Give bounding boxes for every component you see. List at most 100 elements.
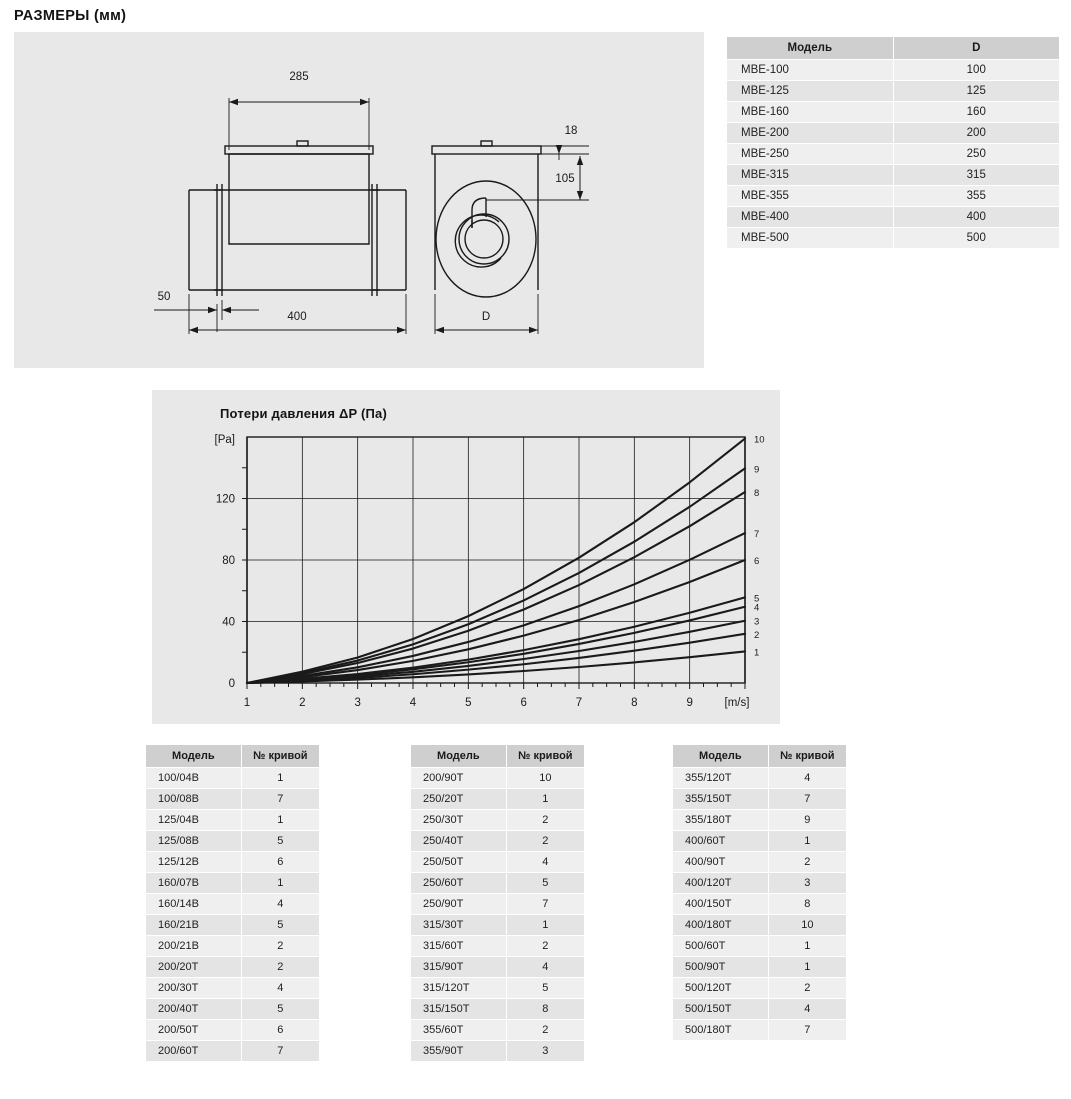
curve-cell-model: 200/40T <box>145 998 242 1020</box>
mbe-cell-model: MBE-250 <box>726 143 894 165</box>
table-row: 200/40T 5 <box>145 998 321 1020</box>
curve-cell-number: 5 <box>240 830 321 852</box>
curve-cell-model: 100/08B <box>145 788 242 810</box>
curve-cell-number: 2 <box>505 809 586 831</box>
curve-cell-model: 400/180T <box>672 914 769 936</box>
curve-cell-number: 1 <box>240 872 321 894</box>
table-row: 200/60T 7 <box>145 1040 321 1062</box>
curve-cell-model: 250/90T <box>410 893 507 915</box>
curve-cell-number: 1 <box>767 935 848 957</box>
curve-header-number: № кривой <box>240 744 321 768</box>
table-row: 200/90T 10 <box>410 767 586 789</box>
curve-cell-number: 7 <box>240 788 321 810</box>
table-header-row: Модель D <box>726 36 1060 60</box>
table-row: 355/120T 4 <box>672 767 848 789</box>
curve-cell-model: 315/120T <box>410 977 507 999</box>
mbe-cell-model: MBE-125 <box>726 80 894 102</box>
table-row: 355/150T 7 <box>672 788 848 810</box>
table-row: MBE-355 355 <box>726 185 1060 207</box>
curve-cell-model: 160/14B <box>145 893 242 915</box>
mbe-cell-d: 355 <box>892 185 1060 207</box>
chart-curve-7 <box>245 532 747 685</box>
table-row: 250/60T 5 <box>410 872 586 894</box>
mbe-cell-model: MBE-315 <box>726 164 894 186</box>
table-row: 250/50T 4 <box>410 851 586 873</box>
dim-label-105: 105 <box>555 173 574 185</box>
curve-cell-number: 5 <box>505 872 586 894</box>
table-row: 500/180T 7 <box>672 1019 848 1041</box>
mbe-header-model: Модель <box>726 36 894 60</box>
chart-curve-label-6: 6 <box>754 556 759 567</box>
curve-cell-model: 500/120T <box>672 977 769 999</box>
curve-cell-model: 315/150T <box>410 998 507 1020</box>
mbe-cell-d: 500 <box>892 227 1060 249</box>
dim-label-50: 50 <box>158 291 171 303</box>
chart-curve-5 <box>245 596 747 685</box>
chart-xtick-label: 2 <box>299 697 305 709</box>
curve-cell-number: 8 <box>505 998 586 1020</box>
table-row: 200/20T 2 <box>145 956 321 978</box>
table-row: 125/08B 5 <box>145 830 321 852</box>
table-header-row: Модель № кривой <box>410 744 586 768</box>
curve-cell-number: 2 <box>767 977 848 999</box>
chart-curve-10 <box>245 437 747 685</box>
chart-yaxis-unit: [Pa] <box>215 434 235 446</box>
chart-ytick-label: 40 <box>222 617 235 629</box>
curve-cell-model: 250/60T <box>410 872 507 894</box>
chart-curve-9 <box>245 467 747 685</box>
curve-cell-model: 355/60T <box>410 1019 507 1041</box>
table-row: 125/12B 6 <box>145 851 321 873</box>
table-row: 100/04B 1 <box>145 767 321 789</box>
chart-curve-label-1: 1 <box>754 647 759 658</box>
table-row: MBE-200 200 <box>726 122 1060 144</box>
curve-cell-model: 100/04B <box>145 767 242 789</box>
curve-cell-number: 7 <box>505 893 586 915</box>
table-row: 355/180T 9 <box>672 809 848 831</box>
mbe-cell-model: MBE-500 <box>726 227 894 249</box>
chart-curve-1 <box>245 650 747 685</box>
curve-cell-model: 315/30T <box>410 914 507 936</box>
dim-label-D: D <box>482 311 490 323</box>
table-row: MBE-100 100 <box>726 59 1060 81</box>
pressure-loss-chart-panel: Потери давления ΔP (Па) 0 40 80 120 [Pa] 1 2 3 4… <box>152 390 780 724</box>
table-row: 160/14B 4 <box>145 893 321 915</box>
curve-cell-number: 9 <box>767 809 848 831</box>
table-row: MBE-125 125 <box>726 80 1060 102</box>
dimensions-svg: 285 400 50 18 105 D <box>154 71 589 334</box>
curve-cell-model: 125/08B <box>145 830 242 852</box>
curve-cell-number: 5 <box>240 914 321 936</box>
curve-cell-model: 355/150T <box>672 788 769 810</box>
dim-label-18: 18 <box>565 125 578 137</box>
curve-cell-model: 200/21B <box>145 935 242 957</box>
table-row: 315/120T 5 <box>410 977 586 999</box>
curve-cell-number: 10 <box>767 914 848 936</box>
page-title: РАЗМЕРЫ (мм) <box>14 8 127 24</box>
mbe-cell-d: 100 <box>892 59 1060 81</box>
mbe-cell-model: MBE-200 <box>726 122 894 144</box>
curve-cell-model: 355/90T <box>410 1040 507 1062</box>
curve-cell-model: 250/40T <box>410 830 507 852</box>
mbe-cell-d: 160 <box>892 101 1060 123</box>
table-row: 315/30T 1 <box>410 914 586 936</box>
mbe-cell-model: MBE-100 <box>726 59 894 81</box>
curve-cell-number: 2 <box>240 956 321 978</box>
table-header-row: Модель № кривой <box>145 744 321 768</box>
chart-curve-label-2: 2 <box>754 630 759 641</box>
chart-curve-2 <box>245 632 747 685</box>
curve-cell-model: 355/120T <box>672 767 769 789</box>
table-row: 200/21B 2 <box>145 935 321 957</box>
chart-xtick-label: 4 <box>410 697 417 709</box>
table-row: MBE-400 400 <box>726 206 1060 228</box>
chart-xtick-label: 9 <box>686 697 692 709</box>
table-row: MBE-160 160 <box>726 101 1060 123</box>
chart-xaxis-unit: [m/s] <box>725 697 750 709</box>
curve-cell-model: 400/60T <box>672 830 769 852</box>
curve-cell-model: 200/30T <box>145 977 242 999</box>
chart-xtick-label: 5 <box>465 697 471 709</box>
curve-cell-model: 400/150T <box>672 893 769 915</box>
table-row: 250/30T 2 <box>410 809 586 831</box>
table-row: MBE-500 500 <box>726 227 1060 249</box>
table-row: 400/180T 10 <box>672 914 848 936</box>
curve-cell-model: 400/120T <box>672 872 769 894</box>
mbe-cell-model: MBE-355 <box>726 185 894 207</box>
